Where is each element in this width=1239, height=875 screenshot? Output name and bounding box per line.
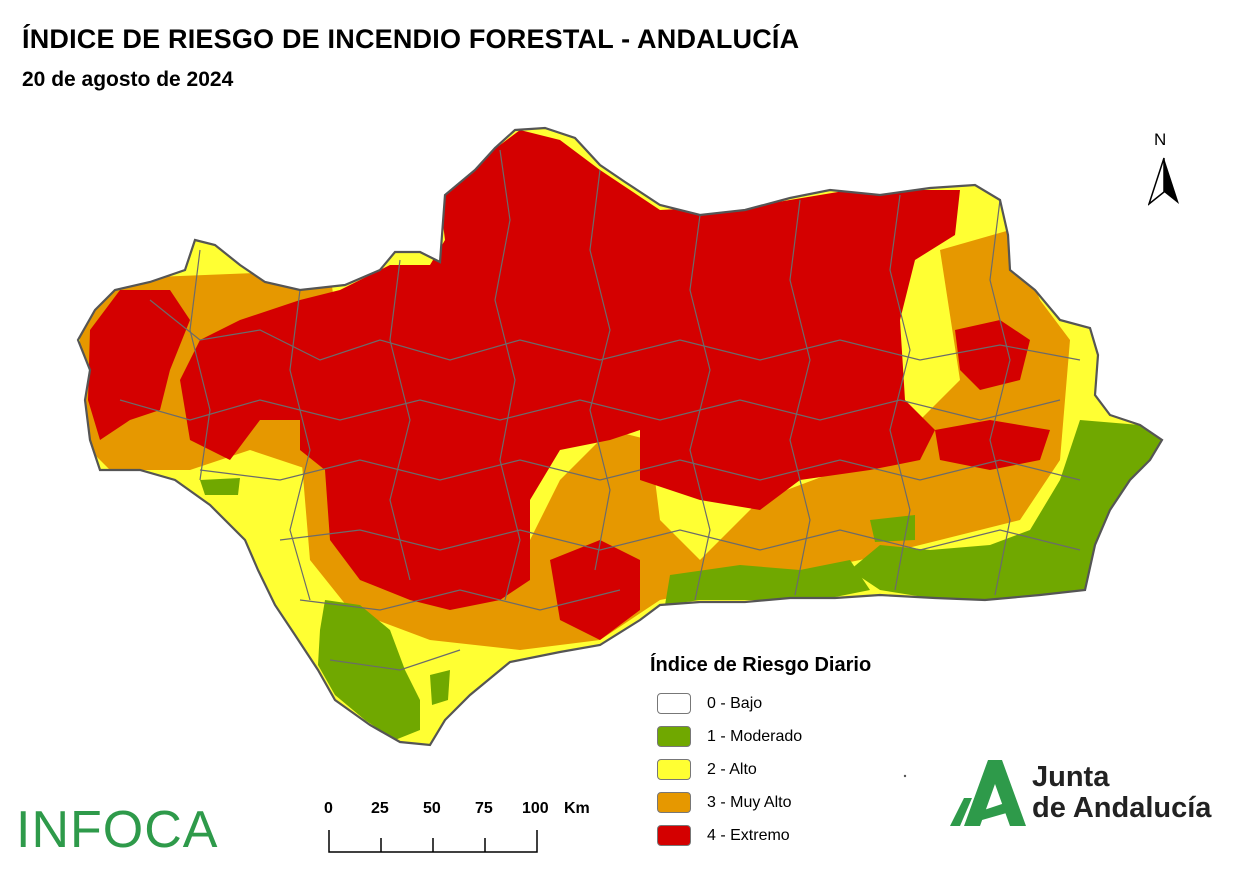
scale-bar-graphic	[328, 830, 538, 853]
risk-zone-moderado-southwest	[318, 600, 420, 740]
scale-tick-label: 0	[324, 800, 333, 817]
map-date: 20 de agosto de 2024	[22, 68, 234, 91]
risk-zone-extremo-main	[180, 130, 960, 610]
scale-tick-label: 75	[475, 800, 493, 817]
legend-swatch	[657, 759, 691, 780]
north-arrow-icon	[1148, 157, 1179, 206]
scale-tick-label: 100	[522, 800, 549, 817]
risk-zone-muy-alto-central	[300, 230, 1070, 650]
infoca-logo: INFOCA	[16, 801, 219, 859]
risk-zone-moderado-coast	[665, 560, 870, 605]
legend-label: 1 - Moderado	[707, 727, 803, 745]
legend-item-moderado: 1 - Moderado	[650, 720, 871, 753]
scale-tick-label: 25	[371, 800, 389, 817]
legend-item-bajo: 0 - Bajo	[650, 687, 871, 720]
scale-tick-label: 50	[423, 800, 441, 817]
map-dot	[903, 774, 907, 778]
junta-logo-icon	[950, 760, 1026, 826]
risk-zone-moderado-east	[850, 420, 1162, 600]
legend: Índice de Riesgo Diario 0 - Bajo 1 - Mod…	[650, 654, 871, 852]
risk-zone-extremo-south	[550, 540, 640, 640]
north-label: N	[1154, 130, 1167, 149]
legend-label: 4 - Extremo	[707, 826, 790, 844]
junta-text-line1: Junta	[1032, 761, 1110, 793]
legend-swatch	[657, 726, 691, 747]
legend-item-extremo: 4 - Extremo	[650, 819, 871, 852]
risk-zone-extremo-west	[88, 290, 190, 440]
legend-swatch	[657, 792, 691, 813]
legend-title: Índice de Riesgo Diario	[650, 654, 872, 676]
legend-item-alto: 2 - Alto	[650, 753, 871, 786]
junta-andalucia-logo: Junta de Andalucía	[950, 758, 1220, 833]
legend-item-muy-alto: 3 - Muy Alto	[650, 786, 871, 819]
junta-text-line2: de Andalucía	[1032, 792, 1212, 824]
legend-swatch	[657, 693, 691, 714]
municipal-boundaries	[119, 149, 1081, 671]
legend-label: 3 - Muy Alto	[707, 793, 792, 811]
risk-zone-extremo-east	[935, 320, 1050, 470]
scale-unit: Km	[564, 800, 590, 817]
map-title: ÍNDICE DE RIESGO DE INCENDIO FORESTAL - …	[22, 24, 800, 54]
legend-label: 0 - Bajo	[707, 694, 763, 712]
scale-bar: 0 25 50 75 100 Km	[318, 800, 590, 860]
legend-swatch	[657, 825, 691, 846]
legend-label: 2 - Alto	[707, 760, 757, 778]
